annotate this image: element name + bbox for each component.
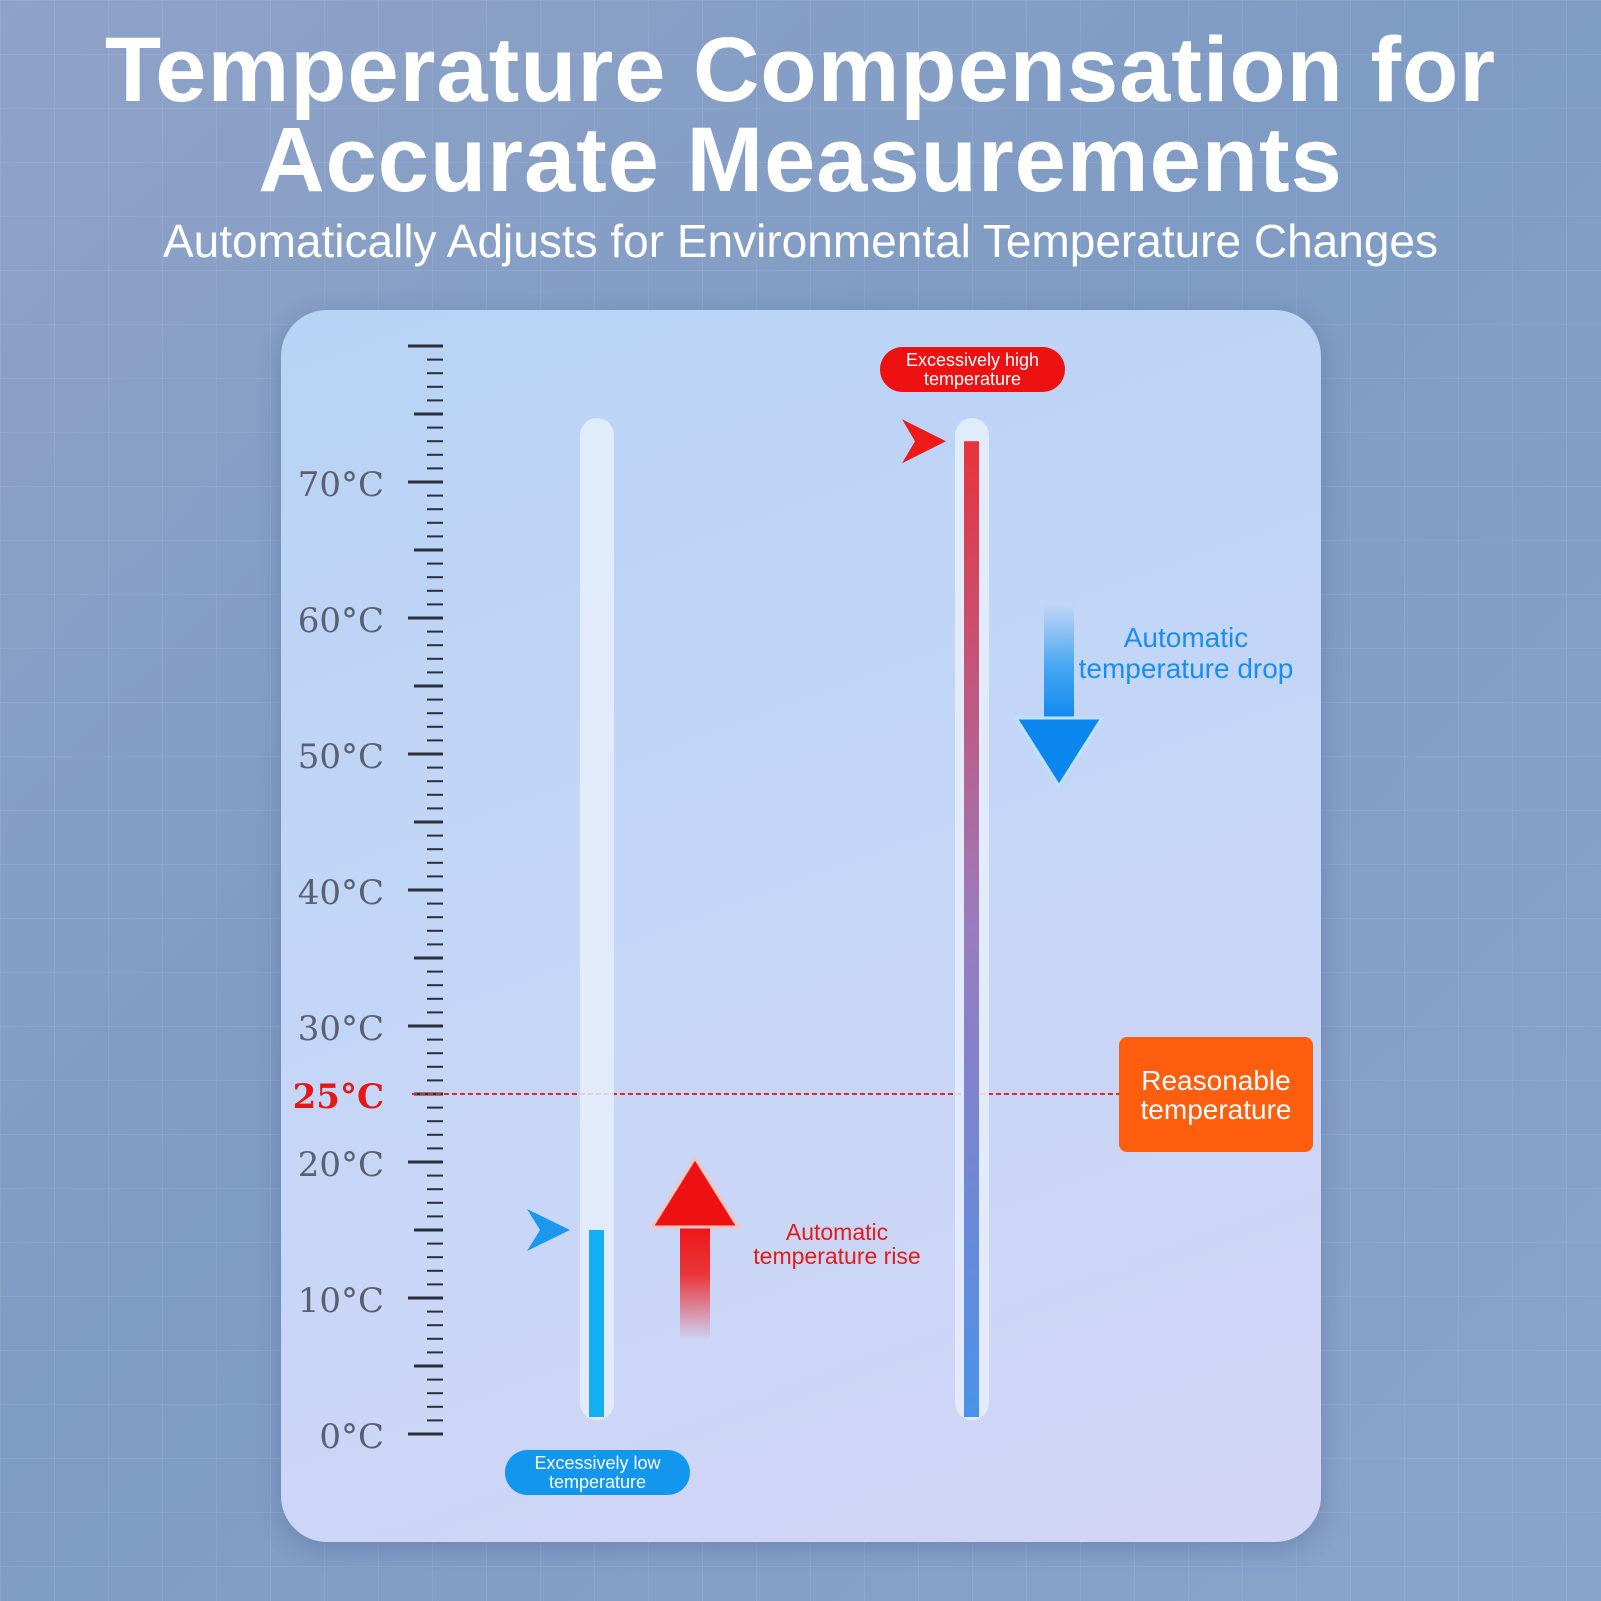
excessively-high-badge: Excessively high temperature — [880, 347, 1065, 392]
automatic-drop-label: Automatic temperature drop — [1078, 622, 1294, 684]
high-thermometer-fill — [964, 441, 979, 1417]
headline-line-1: Temperature Compensation for — [104, 19, 1497, 121]
scale-label: 25°C — [293, 1077, 384, 1117]
scale-labels: 0°C 10°C 20°C 25°C 30°C 40°C 50°C 60°C 70°C — [293, 465, 384, 1457]
scale-label: 40°C — [298, 873, 384, 913]
excessively-low-badge: Excessively low temperature — [505, 1450, 690, 1495]
diagram-panel — [281, 310, 1321, 1542]
scale-label: 20°C — [298, 1145, 384, 1185]
low-reading-pointer-icon — [527, 1209, 570, 1251]
automatic-rise-label: Automatic temperature rise — [753, 1219, 921, 1269]
subtitle: Automatically Adjusts for Environmental … — [162, 215, 1439, 267]
rise-arrow-icon — [649, 1155, 741, 1340]
reasonable-temperature-badge: Reasonable temperature — [1119, 1037, 1313, 1152]
scale-ticks — [408, 344, 443, 1436]
low-thermometer-fill — [589, 1230, 604, 1417]
headline-line-2: Accurate Measurements — [258, 109, 1343, 211]
scale-label: 10°C — [298, 1281, 384, 1321]
scale-label: 70°C — [298, 465, 384, 505]
drop-arrow-icon — [1013, 605, 1105, 789]
scale-label: 30°C — [298, 1009, 384, 1049]
scale-label: 60°C — [298, 601, 384, 641]
scale-label: 50°C — [298, 737, 384, 777]
scale-label: 0°C — [319, 1417, 384, 1457]
low-thermometer-tube — [580, 418, 614, 1420]
high-reading-pointer-icon — [902, 419, 946, 464]
